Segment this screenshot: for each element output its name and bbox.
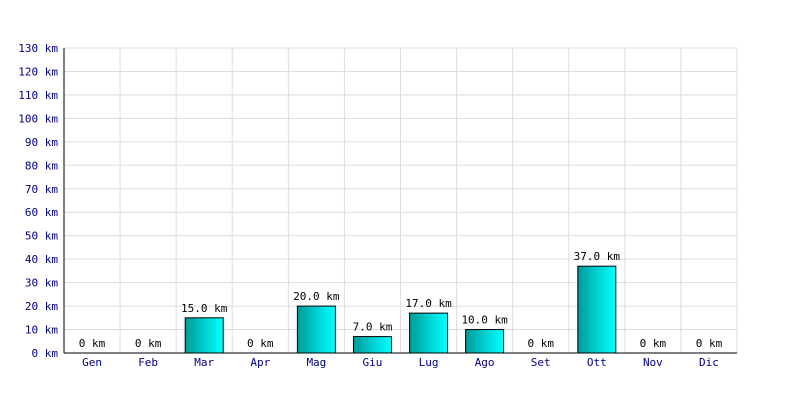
x-tick-label: Apr bbox=[250, 356, 270, 369]
x-tick-label: Ott bbox=[587, 356, 607, 369]
x-tick-label: Mar bbox=[194, 356, 214, 369]
y-tick-label: 80 km bbox=[25, 159, 58, 172]
x-tick-label: Feb bbox=[138, 356, 158, 369]
bars bbox=[184, 265, 617, 354]
y-tick-label: 50 km bbox=[25, 230, 58, 243]
y-tick-label: 110 km bbox=[18, 89, 58, 102]
bar-mar bbox=[184, 317, 224, 354]
bar-lug bbox=[409, 312, 449, 354]
data-label: 20.0 km bbox=[293, 290, 340, 303]
data-label: 37.0 km bbox=[574, 250, 621, 263]
y-tick-label: 10 km bbox=[25, 324, 58, 337]
data-label: 0 km bbox=[247, 337, 274, 350]
y-tick-label: 30 km bbox=[25, 277, 58, 290]
bar-ott bbox=[577, 265, 617, 354]
data-label: 15.0 km bbox=[181, 302, 228, 315]
data-label: 10.0 km bbox=[461, 314, 508, 327]
data-label: 7.0 km bbox=[353, 321, 393, 334]
y-tick-label: 0 km bbox=[32, 347, 59, 360]
y-tick-label: 40 km bbox=[25, 253, 58, 266]
data-label: 0 km bbox=[640, 337, 667, 350]
y-tick-label: 130 km bbox=[18, 42, 58, 55]
data-label: 0 km bbox=[135, 337, 162, 350]
data-label: 0 km bbox=[527, 337, 554, 350]
x-axis-ticks: Gen Feb Mar Apr Mag Giu Lug Ago Set Ott Nov Dic bbox=[82, 356, 719, 369]
y-tick-label: 100 km bbox=[18, 112, 58, 125]
grid bbox=[64, 47, 738, 353]
bar-ago bbox=[465, 329, 505, 354]
y-tick-label: 70 km bbox=[25, 183, 58, 196]
x-tick-label: Dic bbox=[699, 356, 719, 369]
data-labels: 0 km 0 km 15.0 km 0 km 20.0 km 7.0 km 17.0 km 1… bbox=[79, 250, 723, 350]
axes bbox=[63, 48, 737, 354]
y-tick-label: 90 km bbox=[25, 136, 58, 149]
x-tick-label: Gen bbox=[82, 356, 102, 369]
data-label: 0 km bbox=[696, 337, 723, 350]
bar-giu bbox=[352, 336, 392, 354]
bar-mag bbox=[296, 305, 336, 354]
y-tick-label: 20 km bbox=[25, 300, 58, 313]
y-tick-label: 60 km bbox=[25, 206, 58, 219]
y-tick-label: 120 km bbox=[18, 65, 58, 78]
data-label: 17.0 km bbox=[405, 297, 452, 310]
y-axis-ticks: 0 km 10 km 20 km 30 km 40 km 50 km 60 km 70 km 8… bbox=[18, 42, 58, 360]
x-tick-label: Mag bbox=[306, 356, 326, 369]
x-tick-label: Lug bbox=[419, 356, 439, 369]
data-label: 0 km bbox=[79, 337, 106, 350]
x-tick-label: Set bbox=[531, 356, 551, 369]
x-tick-label: Giu bbox=[363, 356, 383, 369]
x-tick-label: Ago bbox=[475, 356, 495, 369]
x-tick-label: Nov bbox=[643, 356, 663, 369]
